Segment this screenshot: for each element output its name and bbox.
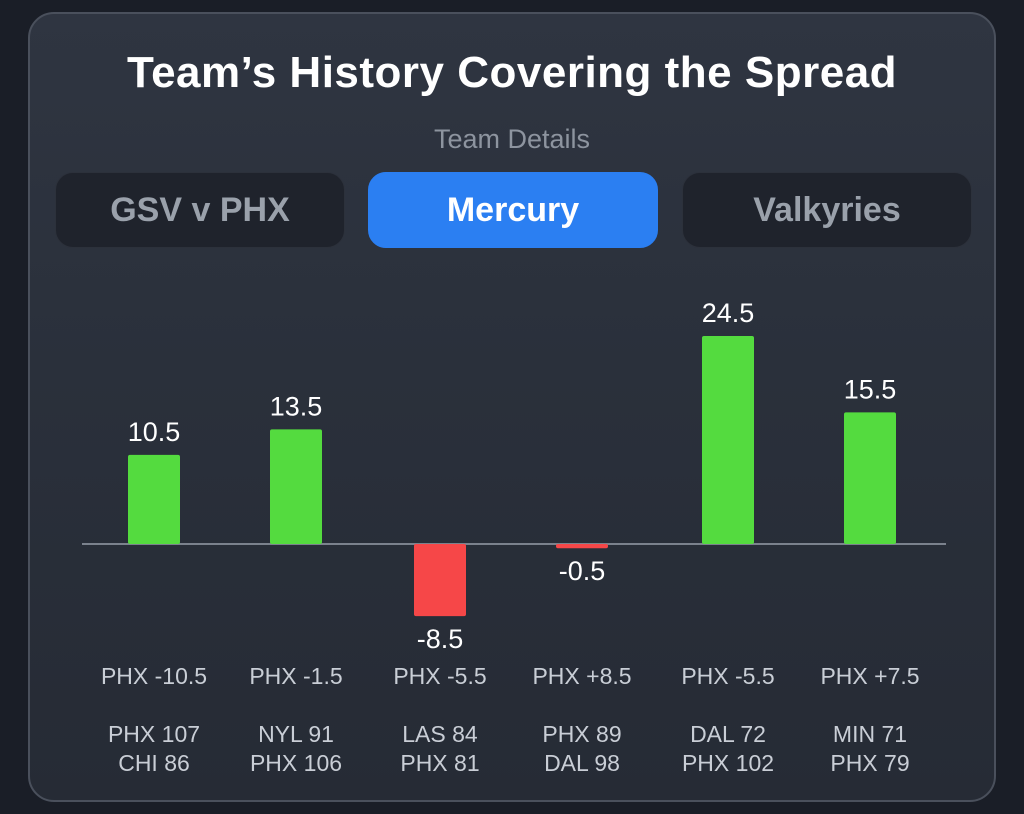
score-line-4-1: PHX 89 [542,721,621,747]
score-line-3-1: LAS 84 [402,721,478,747]
category-label-1: PHX -10.5 [101,663,207,689]
value-label-6: 15.5 [844,374,897,404]
bar-2 [270,429,322,544]
score-line-3-2: PHX 81 [400,750,479,776]
score-line-6-1: MIN 71 [833,721,907,747]
tab-mercury[interactable]: Mercury [368,172,658,248]
score-line-2-1: NYL 91 [258,721,334,747]
chart-title: Team’s History Covering the Spread [126,48,898,97]
score-line-6-2: PHX 79 [830,750,909,776]
score-line-5-1: DAL 72 [690,721,766,747]
bar-4 [556,544,608,549]
score-line-1-1: PHX 107 [108,721,200,747]
bar-3 [414,544,466,617]
category-label-3: PHX -5.5 [393,663,486,689]
category-label-5: PHX -5.5 [681,663,774,689]
category-label-6: PHX +7.5 [820,663,919,689]
value-label-3: -8.5 [417,624,464,654]
bar-6 [844,412,896,544]
value-label-2: 13.5 [270,391,323,421]
chart-card: Team’s History Covering the Spread Team … [28,12,996,802]
score-line-4-2: DAL 98 [544,750,620,776]
bar-5 [702,336,754,544]
tab-gsv-v-phx[interactable]: GSV v PHX [55,172,345,248]
bar-1 [128,454,180,544]
score-line-1-2: CHI 86 [118,750,190,776]
chart-subtitle: Team Details [433,124,591,154]
category-label-2: PHX -1.5 [249,663,342,689]
category-label-4: PHX +8.5 [532,663,631,689]
value-label-5: 24.5 [702,298,755,328]
value-label-4: -0.5 [559,556,606,586]
value-label-1: 10.5 [128,417,181,447]
score-line-2-2: PHX 106 [250,750,342,776]
spread-chart: 10.5 PHX -10.5 PHX 107 CHI 86 13.5 PHX -1.5 NY… [82,298,946,776]
score-line-5-2: PHX 102 [682,750,774,776]
tab-valkyries[interactable]: Valkyries [682,172,972,248]
